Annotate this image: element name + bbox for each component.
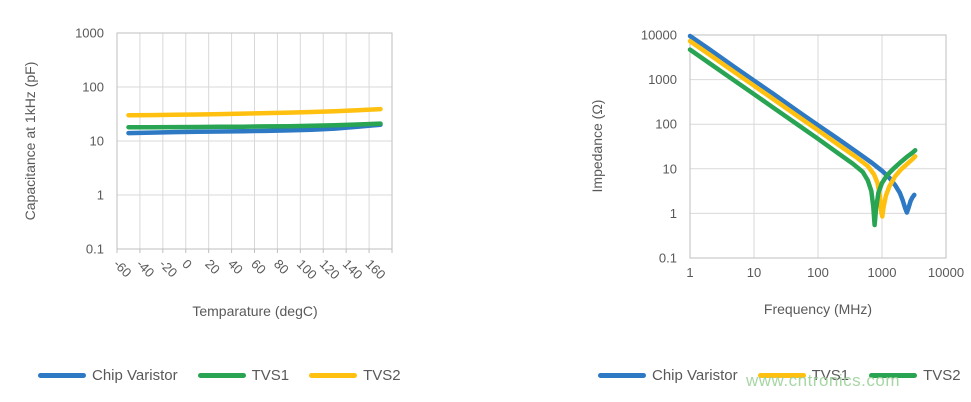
y-tick-label: 1 xyxy=(97,188,104,203)
impedance-chart: 0.1 1 10 100 1000 10000 1 10 100 1000 10000 xyxy=(641,28,964,281)
x-tick-label: 10000 xyxy=(928,265,964,280)
x-tick-label: 120 xyxy=(317,256,343,282)
legend-item-chip-varistor: Chip Varistor xyxy=(598,367,738,384)
impedance-x-axis-title: Frequency (MHz) xyxy=(763,301,873,317)
y-tick-label: 10 xyxy=(90,134,104,149)
x-tick-label: 60 xyxy=(248,256,269,277)
x-tick-label: 40 xyxy=(225,256,246,277)
x-tick-label: 100 xyxy=(294,256,320,282)
legend-item-tvs2: TVS2 xyxy=(869,367,961,384)
y-tick-label: 0.1 xyxy=(86,242,104,257)
x-tick-label: 100 xyxy=(807,265,829,280)
series-line-chip-varistor xyxy=(687,33,917,215)
x-tick-label: 20 xyxy=(202,256,223,277)
impedance-y-axis-title: Impedance (Ω) xyxy=(589,99,605,193)
tvs2-line-swatch xyxy=(869,373,918,378)
series-line-tvs1 xyxy=(687,38,918,219)
x-tick-label: 160 xyxy=(363,256,389,282)
legend-item-tvs2: TVS2 xyxy=(309,367,401,384)
chip-varistor-line-swatch xyxy=(598,373,646,378)
legend-item-tvs1: TVS1 xyxy=(197,367,290,384)
series-line-tvs1 xyxy=(126,121,383,130)
y-tick-label: 1 xyxy=(670,206,677,221)
legend-label: TVS2 xyxy=(923,367,961,384)
legend-label: TVS1 xyxy=(811,367,850,384)
x-tick-label: 0 xyxy=(179,256,195,272)
series-line-tvs2 xyxy=(687,47,918,228)
y-tick-label: 1000 xyxy=(648,72,677,87)
y-tick-label: 100 xyxy=(82,80,104,95)
x-tick-label: 10 xyxy=(747,265,761,280)
x-tick-label: 1000 xyxy=(868,265,897,280)
tvs1-line-swatch xyxy=(757,373,806,378)
capacitance-x-axis-title: Temparature (degC) xyxy=(192,303,318,319)
plot-border xyxy=(689,34,947,259)
series-line-chip-varistor xyxy=(126,122,383,136)
capacitance-legend: Chip Varistor TVS1 TVS2 xyxy=(38,367,401,384)
x-tick-label: 140 xyxy=(340,256,366,282)
y-tick-label: 10000 xyxy=(641,28,677,43)
impedance-legend: Chip Varistor TVS1 TVS2 xyxy=(598,367,961,384)
capacitance-y-axis-title: Capacitance at 1kHz (pF) xyxy=(22,61,38,221)
watermark: www.cntronics.com xyxy=(746,371,900,390)
y-tick-label: 100 xyxy=(655,117,677,132)
legend-label: Chip Varistor xyxy=(652,367,738,384)
y-tick-label: 0.1 xyxy=(659,251,677,266)
y-tick-label: 10 xyxy=(663,161,677,176)
legend-label: TVS2 xyxy=(363,367,401,384)
tvs1-line-swatch xyxy=(197,373,246,378)
legend-item-tvs1: TVS1 xyxy=(757,367,850,384)
x-tick-label: 80 xyxy=(271,256,292,277)
tvs2-line-swatch xyxy=(309,373,358,378)
x-tick-label: -60 xyxy=(111,256,135,280)
x-tick-label: -40 xyxy=(133,256,157,280)
x-tick-label: -20 xyxy=(156,256,180,280)
y-tick-label: 1000 xyxy=(75,26,104,41)
chip-varistor-line-swatch xyxy=(38,373,86,378)
series-line-tvs2 xyxy=(126,106,383,118)
legend-label: Chip Varistor xyxy=(92,367,178,384)
legend-item-chip-varistor: Chip Varistor xyxy=(38,367,178,384)
legend-label: TVS1 xyxy=(251,367,290,384)
x-tick-label: 1 xyxy=(686,265,693,280)
